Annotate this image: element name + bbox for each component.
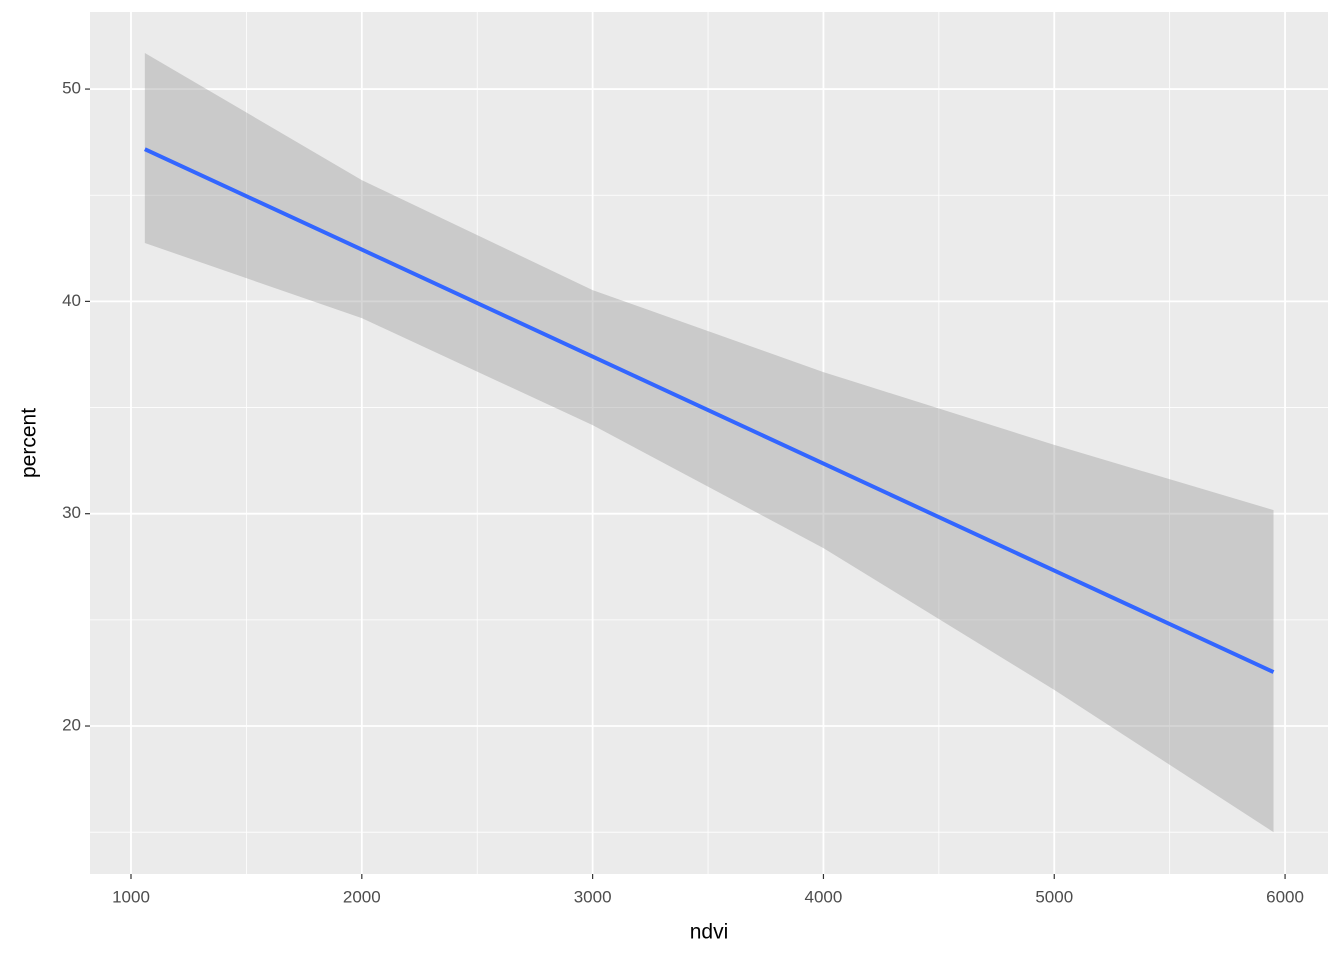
grid [90,12,1328,874]
y-tick-label: 30 [62,503,81,522]
x-tick-label: 3000 [574,887,612,906]
panel [90,12,1328,874]
x-tick-label: 4000 [805,887,843,906]
x-tick-label: 2000 [343,887,381,906]
x-axis-title: ndvi [690,921,729,944]
y-tick-label: 20 [62,716,81,735]
y-axis-title: percent [18,408,41,478]
confidence-band [144,52,1274,833]
x-tick-label: 5000 [1035,887,1073,906]
y-tick-label: 40 [62,291,81,310]
x-tick-label: 6000 [1266,887,1304,906]
x-tick-label: 1000 [112,887,150,906]
marks [144,52,1275,833]
fit-line [144,147,1275,674]
y-tick-label: 50 [62,79,81,98]
axes: 1000 2000 3000 4000 5000 6000 20 30 40 50 [62,79,1304,907]
